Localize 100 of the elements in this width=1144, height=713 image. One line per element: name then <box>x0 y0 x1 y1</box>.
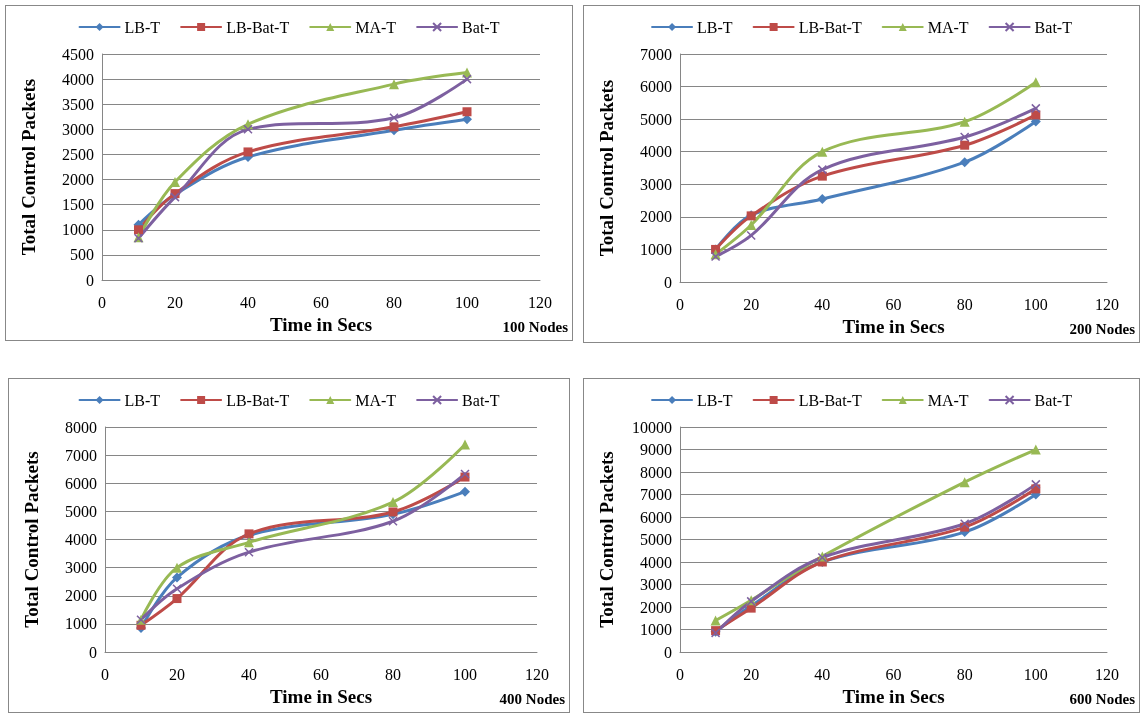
x-tick-label: 40 <box>240 293 256 311</box>
y-axis-title: Total Control Packets <box>18 78 39 256</box>
point <box>389 122 399 132</box>
y-tick-label: 3000 <box>640 175 672 193</box>
x-tick-label: 20 <box>167 293 183 311</box>
point <box>172 562 182 573</box>
text: 200 Nodes <box>1069 320 1136 337</box>
y-tick-label: 4500 <box>62 45 94 63</box>
point <box>746 220 757 230</box>
x-tick-label: 60 <box>313 293 329 311</box>
x-axis-title: Time in Secs <box>269 686 373 707</box>
legend-label: LB-Bat-T <box>798 391 862 409</box>
point <box>959 132 970 142</box>
y-tick-label: 3000 <box>62 120 94 138</box>
y-tick-label: 9000 <box>640 441 672 458</box>
text: 400 Nodes <box>499 690 566 707</box>
point <box>1030 77 1041 88</box>
x-tick-label: 80 <box>386 293 402 311</box>
y-axis-title: Total Control Packets <box>596 451 617 628</box>
point <box>389 79 399 90</box>
x-axis-title: Time in Secs <box>842 316 945 337</box>
y-tick-label: 2000 <box>65 587 97 605</box>
y-tick-label: 6000 <box>65 474 97 492</box>
legend-label: LB-T <box>697 391 733 409</box>
y-tick-label: 6000 <box>640 508 672 526</box>
legend-label: Bat-T <box>1034 18 1073 36</box>
y-tick-label: 2500 <box>62 145 94 163</box>
x-tick-label: 100 <box>455 293 479 311</box>
y-tick-label: 8000 <box>65 418 97 436</box>
y-tick-label: 0 <box>664 273 672 291</box>
legend-label: MA-T <box>927 391 969 409</box>
x-tick-label: 120 <box>1095 665 1119 683</box>
point <box>959 116 970 127</box>
x-tick-label: 120 <box>528 293 552 311</box>
legend-label: LB-T <box>697 18 733 36</box>
point <box>462 74 472 84</box>
y-tick-label: 1000 <box>62 221 94 239</box>
point <box>959 157 970 168</box>
x-tick-label: 0 <box>676 665 684 683</box>
point <box>1031 479 1041 490</box>
x-tick-label: 100 <box>1023 295 1048 313</box>
y-tick-label: 1500 <box>62 196 94 214</box>
x-tick-label: 40 <box>241 665 257 683</box>
y-axis-title: Total Control Packets <box>596 79 617 257</box>
point <box>1030 444 1041 455</box>
x-tick-label: 40 <box>814 295 831 313</box>
x-tick-label: 20 <box>743 295 760 313</box>
x-tick-label: 80 <box>956 295 973 313</box>
y-tick-label: 6000 <box>640 78 672 96</box>
y-tick-label: 1000 <box>65 615 97 633</box>
y-tick-label: 0 <box>664 643 672 661</box>
y-tick-label: 5000 <box>65 502 97 520</box>
point <box>244 537 254 548</box>
y-tick-label: 8000 <box>640 463 672 481</box>
y-tick-label: 4000 <box>65 531 97 548</box>
y-tick-label: 4000 <box>640 143 672 161</box>
y-tick-label: 10000 <box>632 418 672 436</box>
point <box>817 146 828 157</box>
point <box>817 164 828 175</box>
x-tick-label: 40 <box>814 665 831 683</box>
point <box>462 107 472 117</box>
y-tick-label: 2000 <box>640 208 672 226</box>
legend-label: LB-T <box>124 391 161 409</box>
x-tick-label: 80 <box>956 665 973 683</box>
point <box>388 497 398 508</box>
y-tick-label: 7000 <box>640 45 672 63</box>
y-tick-label: 3000 <box>65 559 97 577</box>
legend-label: MA-T <box>927 18 969 36</box>
point <box>170 177 180 188</box>
point <box>243 147 253 157</box>
point <box>172 594 182 604</box>
point <box>817 171 827 181</box>
y-tick-label: 1000 <box>640 621 672 638</box>
legend-label: LB-T <box>124 18 161 36</box>
x-tick-label: 0 <box>101 665 109 683</box>
y-tick-label: 4000 <box>62 70 94 88</box>
x-tick-label: 20 <box>743 665 760 683</box>
legend-label: LB-Bat-T <box>226 391 290 409</box>
y-tick-label: 2000 <box>62 171 94 189</box>
x-axis-title: Time in Secs <box>842 686 945 707</box>
y-axis-title: Total Control Packets <box>21 451 42 628</box>
point <box>460 439 470 450</box>
point <box>389 113 399 123</box>
y-tick-label: 7000 <box>65 446 97 464</box>
y-tick-label: 0 <box>86 271 94 289</box>
point <box>388 516 398 526</box>
x-tick-label: 60 <box>885 295 902 313</box>
x-tick-label: 60 <box>885 665 902 683</box>
legend-label: MA-T <box>355 391 397 409</box>
point <box>960 140 970 150</box>
x-tick-label: 120 <box>525 665 549 683</box>
y-tick-label: 3000 <box>640 576 672 593</box>
x-tick-label: 100 <box>453 665 477 683</box>
point <box>244 547 254 557</box>
point <box>1031 103 1041 114</box>
legend-label: MA-T <box>355 18 397 36</box>
x-tick-label: 0 <box>676 295 684 313</box>
x-axis-title: Time in Secs <box>269 314 373 335</box>
point <box>817 193 828 204</box>
y-tick-label: 500 <box>70 246 94 264</box>
